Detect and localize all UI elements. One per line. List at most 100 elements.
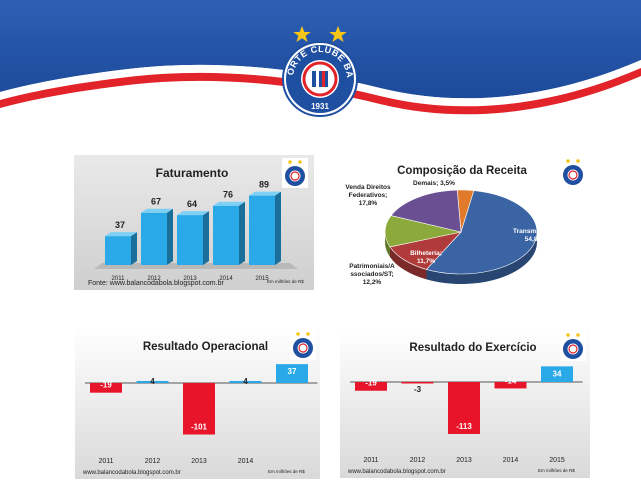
header-banner: ESPORTE CLUBE BAHIA 1931 [0,0,641,117]
slice-label: Patrimoniais/A ssociados/ST; 12,2% [349,263,395,286]
slice-label-line: Federativos; [349,192,388,199]
chart-title: Composição da Receita [397,165,527,177]
slice-label-line: Bilheteria; [410,250,442,257]
bar-2014 [494,382,527,389]
bar-2012 [136,380,169,383]
resultado-operacional-chart: Resultado Operacional -19 2011 4 2012 -101 201… [75,327,320,479]
bar-2014 [213,201,245,265]
pie-slice-side [426,232,537,284]
chart-title: Faturamento [156,166,229,180]
tick-label: 2011 [112,276,126,282]
pie-slice [390,189,462,233]
data-label: -101 [191,423,208,432]
tick-label: 2015 [549,457,565,464]
chart-title: Resultado do Exercício [409,342,536,354]
data-label: 64 [187,199,197,209]
data-label: 34 [553,369,562,378]
data-label: 37 [288,367,297,376]
composicao-chart: Composição da Receita Transmissao; 54,8% Bi… [338,155,588,290]
bar-front [141,212,167,265]
data-label: 4 [243,377,248,386]
bar-2015 [249,191,281,265]
data-label: -113 [456,422,472,431]
faturamento-chart: Faturamento 37 2011 67 2012 64 2013 76 2014 89 201… [74,155,314,290]
bahia-logo-icon [560,157,586,187]
pie-slice [425,190,538,275]
tick-label: 2013 [456,457,472,464]
bar-side [131,232,137,265]
data-label: 89 [259,180,269,190]
tick-label: 2012 [145,458,161,465]
slice-label: Venda Direitos Federativos; 17,8% [345,184,391,207]
star-icon [576,333,580,337]
resultado-exercicio-chart: Resultado do Exercício -19 2011 -3 2012 -113 2… [340,328,590,478]
bar-2014 [229,380,262,383]
bar-2013 [177,211,209,265]
star-icon [298,160,302,164]
star-icon [566,159,570,163]
chart-source: Fonte: www.balancodabola.blogspot.com.br [88,280,224,287]
star-icon [296,332,300,336]
chart-source: www.balancodabola.blogspot.com.br [347,469,446,475]
bar-front [249,195,275,265]
chart-source: www.balancodabola.blogspot.com.br [82,470,181,476]
bar-top [177,211,209,216]
chart-title: Resultado Operacional [143,341,268,353]
bar-side [167,208,173,265]
data-label: 67 [151,197,161,207]
bahia-logo-icon [282,158,308,188]
tick-label: 2013 [191,458,207,465]
star-icon [329,26,347,42]
bar-2011 [90,383,122,393]
bar-2011 [105,232,137,265]
slice-label-line: Venda Direitos [345,184,391,191]
bahia-logo-icon [290,330,316,360]
star-icon [576,159,580,163]
pie-slice [384,215,462,248]
data-label: 4 [150,377,155,386]
tick-label: 2014 [503,457,519,464]
bar-2015 [276,364,308,383]
bar-side [203,211,209,265]
slice-label-line: ssociados/ST; [350,271,393,278]
pie-slice-side [389,246,427,280]
star-icon [293,26,311,42]
crest-year: 1931 [311,102,329,111]
bar-side [239,201,245,265]
tick-label: 2011 [98,458,113,465]
bar-2015 [541,366,573,382]
data-label: 37 [115,220,125,230]
bar-top [141,208,173,213]
chart-units: Em milhões de R$ [538,468,575,473]
tick-label: 2015 [255,276,269,282]
bar-2011 [355,382,387,391]
slice-label: Demais; 3,5% [413,180,455,187]
data-label: -19 [100,381,112,390]
slice-label-line: 54,8% [525,236,544,243]
slice-label-line: Transmissao; [513,228,555,235]
tick-label: 2013 [183,276,197,282]
slice-label-line: 12,2% [363,279,382,286]
logo-inner-ring [298,343,308,353]
chart-units: Em milhões de R$ [267,279,304,284]
bar-front [177,215,203,265]
tick-label: 2012 [410,457,426,464]
slice-label-line: Patrimoniais/A [349,263,395,270]
slice-label-line: 17,8% [359,200,378,207]
pie-slice-side [385,232,390,257]
slice-label: Bilheteria; 11,7% [410,250,442,265]
bahia-logo-icon [560,331,586,361]
bar-front [213,205,239,265]
tick-label: 2011 [363,457,378,464]
bar-2013 [183,383,215,435]
star-icon [306,332,310,336]
bar-2013 [448,382,480,434]
bar-2012 [141,208,173,265]
data-label: -3 [414,385,422,394]
logo-inner-ring [290,171,300,181]
data-label: -19 [365,379,377,388]
bar-top [105,232,137,237]
bar-front [105,236,131,265]
slice-label-line: 11,7% [417,258,435,265]
bar-top [213,201,245,206]
